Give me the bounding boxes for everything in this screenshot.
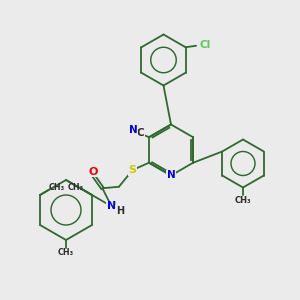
Text: Cl: Cl [200,40,211,50]
Text: O: O [88,167,98,177]
Text: N: N [167,170,176,181]
Text: S: S [128,165,136,175]
Text: N: N [107,201,116,211]
Text: N: N [129,125,138,135]
Text: CH₃: CH₃ [58,248,74,257]
Text: CH₃: CH₃ [49,183,64,192]
Text: C: C [136,128,144,138]
Text: CH₃: CH₃ [68,183,83,192]
Text: CH₃: CH₃ [235,196,251,205]
Text: H: H [116,206,124,216]
